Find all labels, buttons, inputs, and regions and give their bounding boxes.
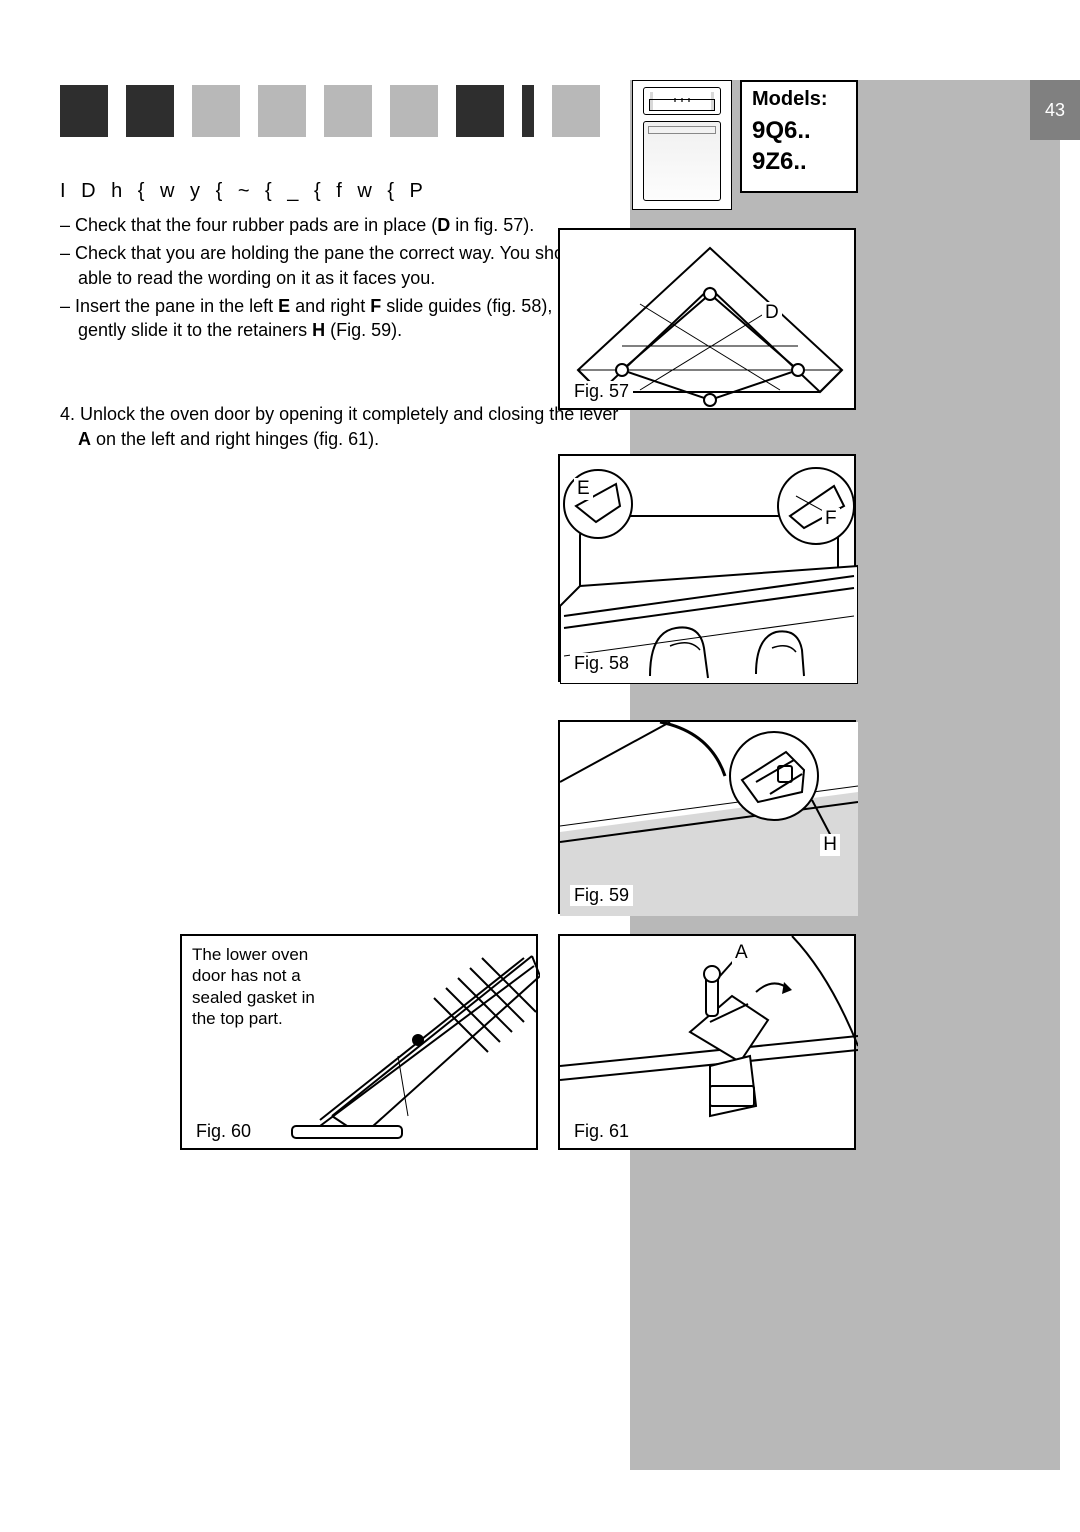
header-tab: [192, 85, 240, 137]
header-tab: [324, 85, 372, 137]
model-item: 9Q6..: [752, 115, 846, 146]
figure-57-label-D: D: [762, 302, 782, 324]
figure-58: E F Fig. 58: [558, 454, 856, 682]
page: 43 Models: 9Q6.. 9Z6.. I D h { w y { ~ {…: [0, 0, 1080, 1532]
step3-bullet1: Check that the four rubber pads are in p…: [60, 213, 620, 237]
step3-bullet2: Check that you are holding the pane the …: [60, 241, 620, 290]
header-tab: [390, 85, 438, 137]
header-tab: [522, 85, 534, 137]
figure-59-caption: Fig. 59: [570, 885, 633, 906]
page-number: 43: [1030, 80, 1080, 140]
figure-57-caption: Fig. 57: [570, 381, 633, 402]
figure-61: A Fig. 61: [558, 934, 856, 1150]
figure-58-label-E: E: [574, 478, 593, 500]
header-tab: [456, 85, 504, 137]
instruction-text: I D h { w y { ~ { _ { f w { P Check that…: [60, 178, 620, 451]
figure-61-label-A: A: [732, 942, 751, 964]
oven-icon: [632, 80, 732, 210]
figure-57: D Fig. 57: [558, 228, 856, 410]
header-tab: [60, 85, 108, 137]
header-tab: [552, 85, 600, 137]
figure-61-caption: Fig. 61: [570, 1121, 633, 1142]
figure-60-caption: Fig. 60: [192, 1121, 255, 1142]
step3-header: I D h { w y { ~ { _ { f w { P: [60, 178, 620, 205]
figure-59: H Fig. 59: [558, 720, 856, 914]
page-number-text: 43: [1045, 100, 1065, 121]
step3-bullet3: Insert the pane in the left E and right …: [60, 294, 620, 343]
figure-61-svg: [560, 936, 858, 1152]
models-box: Models: 9Q6.. 9Z6..: [740, 80, 858, 193]
header-tab: [258, 85, 306, 137]
model-item: 9Z6..: [752, 146, 846, 177]
models-title: Models:: [752, 88, 846, 111]
figure-60: The lower oven door has not a sealed gas…: [180, 934, 538, 1150]
header-tab: [126, 85, 174, 137]
figure-58-caption: Fig. 58: [570, 653, 633, 674]
figure-58-svg: [560, 456, 858, 684]
figure-60-note: The lower oven door has not a sealed gas…: [192, 944, 342, 1029]
figure-58-label-F: F: [822, 508, 840, 530]
models-list: 9Q6.. 9Z6..: [752, 115, 846, 177]
step4: 4. Unlock the oven door by opening it co…: [60, 402, 620, 451]
figure-59-label-H: H: [820, 834, 840, 856]
tab-band: [60, 85, 600, 143]
